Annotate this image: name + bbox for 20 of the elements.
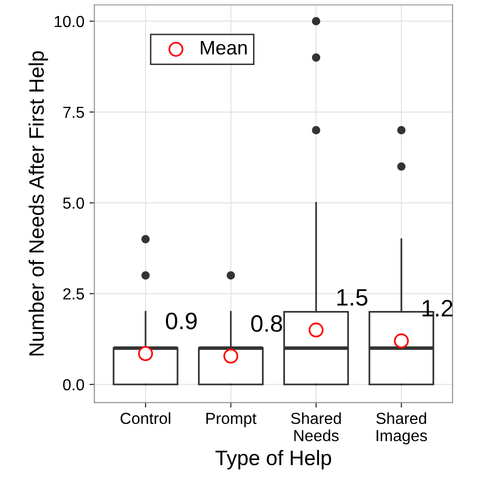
data-label: 0.8 bbox=[251, 315, 282, 332]
x-axis-title: Type of Help bbox=[215, 450, 332, 470]
x-tick-label: Prompt bbox=[206, 412, 256, 428]
x-tick-label: Control bbox=[120, 412, 170, 424]
data-label: 1.5 bbox=[337, 289, 368, 306]
point bbox=[308, 322, 324, 338]
y-tick-label: 7.5 bbox=[63, 106, 84, 118]
x-tick-label: Shared Needs bbox=[291, 412, 341, 442]
y-tick-label: 5.0 bbox=[63, 197, 84, 209]
point bbox=[394, 333, 409, 348]
y-tick-label: 10.0 bbox=[54, 16, 84, 28]
legend-label: Mean bbox=[200, 41, 247, 55]
y-tick-label: 0.0 bbox=[63, 379, 84, 390]
point bbox=[138, 346, 153, 361]
data-label: 0.9 bbox=[166, 312, 197, 330]
point bbox=[223, 348, 238, 364]
data-label: 1.2 bbox=[422, 300, 452, 316]
x-tick-label: Shared Images bbox=[376, 412, 427, 444]
y-tick-label: 2.5 bbox=[63, 288, 84, 300]
y-axis-title: Number of Needs After First Help bbox=[28, 51, 48, 356]
